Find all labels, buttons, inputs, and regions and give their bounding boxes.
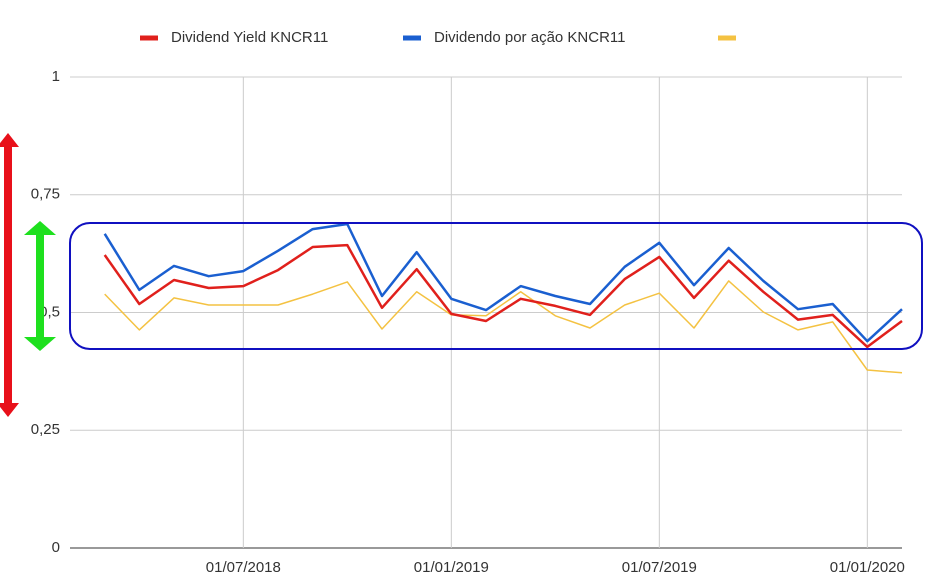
x-tick-label: 01/01/2020 xyxy=(830,559,905,576)
x-tick-label: 01/07/2019 xyxy=(622,559,697,576)
x-tick-label: 01/01/2019 xyxy=(414,559,489,576)
legend-label: Dividend Yield KNCR11 xyxy=(171,29,328,46)
series-line xyxy=(103,243,903,349)
series-line xyxy=(104,280,903,374)
red-arrow xyxy=(0,403,19,417)
highlight-box xyxy=(69,222,923,350)
y-tick-label: 0 xyxy=(52,539,60,556)
y-tick-label: 1 xyxy=(52,68,60,85)
green-arrow xyxy=(24,221,56,235)
x-tick-label: 01/07/2018 xyxy=(206,559,281,576)
red-arrow xyxy=(4,145,12,405)
green-arrow xyxy=(24,337,56,351)
legend-label: Dividendo por ação KNCR11 xyxy=(434,29,626,46)
y-tick-label: 0,25 xyxy=(31,421,60,438)
green-arrow xyxy=(36,233,44,339)
red-arrow xyxy=(0,133,19,147)
series-line xyxy=(103,222,903,343)
y-tick-label: 0,5 xyxy=(39,303,60,320)
y-tick-label: 0,75 xyxy=(31,186,60,203)
